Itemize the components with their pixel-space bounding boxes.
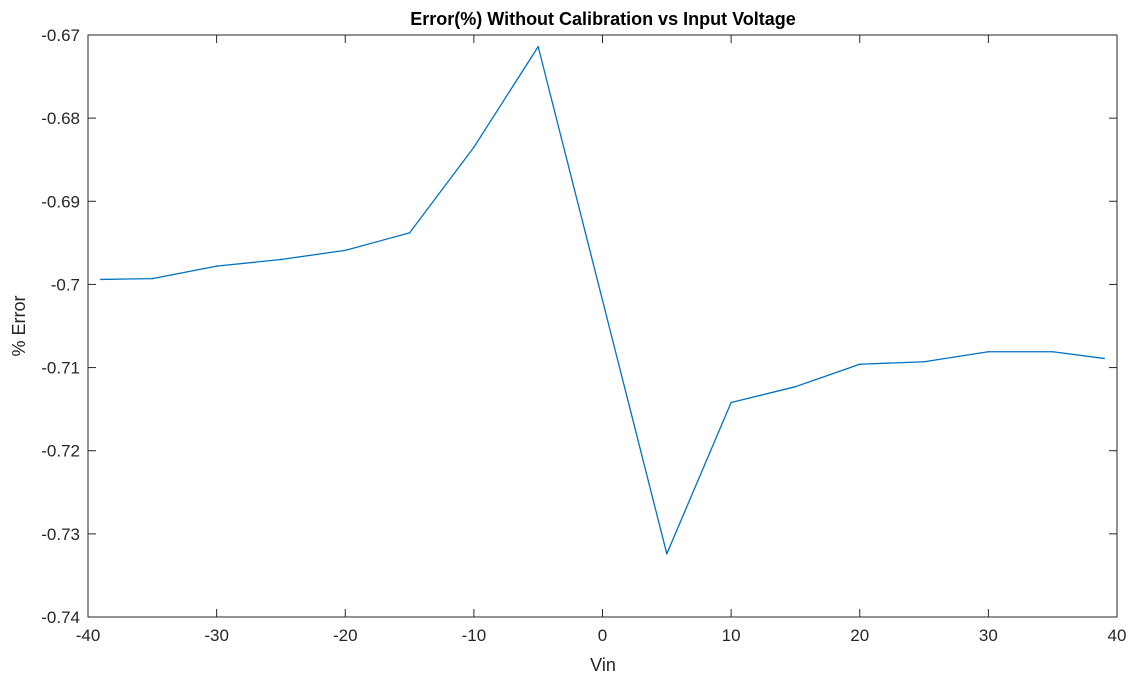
x-tick-label: -20 [333, 626, 358, 645]
x-tick-label: 40 [1108, 626, 1127, 645]
x-axis-tick-labels: -40 -30 -20 -10 0 10 20 30 40 [76, 626, 1127, 645]
data-point [151, 277, 154, 280]
data-point [280, 258, 282, 261]
y-axis-title: % Error [9, 295, 29, 356]
plot-area [87, 34, 1118, 618]
data-points [100, 45, 1105, 555]
x-axis-ticks [87, 35, 1118, 617]
data-point [100, 278, 102, 281]
x-tick-label: 30 [979, 626, 998, 645]
x-tick-label: -40 [76, 626, 101, 645]
data-point [408, 232, 411, 234]
x-tick-label: 20 [850, 626, 869, 645]
data-series-line [100, 45, 1105, 555]
y-tick-label: -0.74 [41, 608, 80, 627]
data-point [473, 146, 475, 149]
data-point [987, 350, 990, 353]
data-point [1051, 350, 1054, 353]
data-point [537, 45, 539, 48]
x-tick-label: -30 [204, 626, 229, 645]
y-tick-label: -0.7 [51, 275, 80, 294]
x-tick-label: 10 [722, 626, 741, 645]
data-point [730, 401, 732, 404]
x-tick-label: -10 [462, 626, 487, 645]
y-tick-label: -0.67 [41, 26, 80, 45]
chart-title: Error(%) Without Calibration vs Input Vo… [410, 9, 796, 29]
y-tick-label: -0.71 [41, 359, 80, 378]
y-tick-label: -0.68 [41, 109, 80, 128]
y-axis-tick-labels: -0.74 -0.73 -0.72 -0.71 -0.7 -0.69 -0.68 -0.67 [41, 26, 80, 627]
data-point [666, 553, 668, 555]
x-tick-label: 0 [598, 626, 607, 645]
data-point [1103, 357, 1105, 360]
data-point [344, 249, 347, 252]
x-axis-title: Vin [590, 655, 616, 675]
data-point [923, 360, 925, 363]
y-tick-label: -0.72 [41, 442, 80, 461]
y-axis-ticks [88, 34, 1117, 618]
data-point [794, 385, 797, 388]
y-tick-label: -0.69 [41, 192, 80, 211]
data-point [858, 363, 861, 366]
data-point [215, 265, 218, 267]
y-tick-label: -0.73 [41, 525, 80, 544]
